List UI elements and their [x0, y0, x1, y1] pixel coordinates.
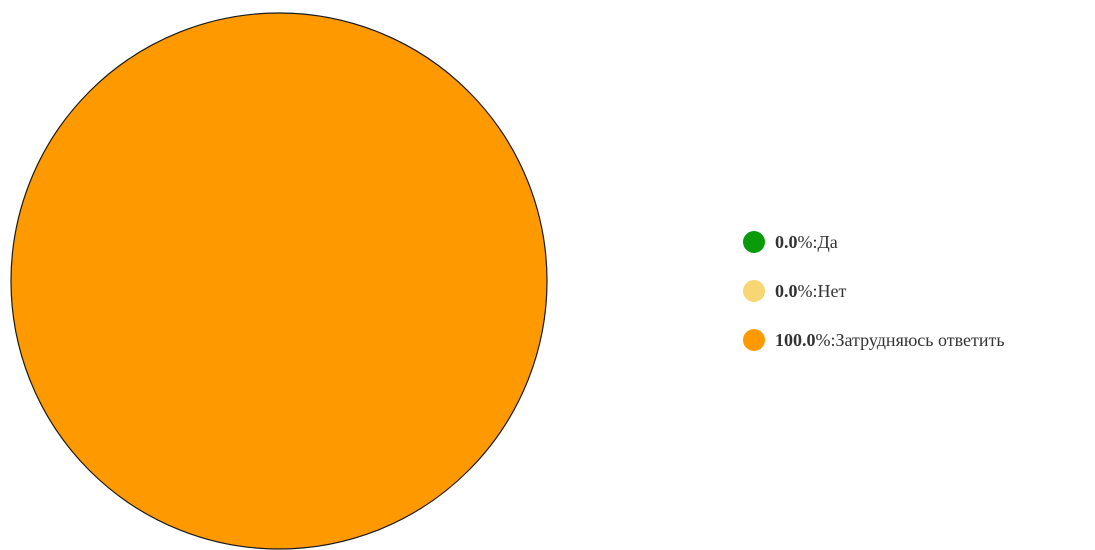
legend-separator-da: :: [812, 231, 818, 252]
legend-unit-da: %: [797, 231, 813, 252]
legend-label-zatrudnyayus: Затрудняюсь ответить: [835, 329, 1005, 350]
legend-separator-zatrudnyayus: :: [830, 329, 836, 350]
legend-separator-net: :: [812, 280, 818, 301]
legend-label-net: Нет: [817, 280, 847, 301]
legend-unit-net: %: [797, 280, 813, 301]
legend-value-da: 0.0: [775, 231, 798, 252]
legend-label-da: Да: [817, 231, 838, 252]
pie-slice-zatrudnyayus: [10, 12, 548, 550]
legend-value-zatrudnyayus: 100.0: [775, 329, 816, 350]
legend-value-net: 0.0: [775, 280, 798, 301]
legend-swatch-net: [743, 280, 765, 302]
legend-item-zatrudnyayus: 100.0%: Затрудняюсь ответить: [743, 328, 1093, 352]
legend-item-net: 0.0%: Нет: [743, 279, 1093, 303]
legend-swatch-zatrudnyayus: [743, 329, 765, 351]
legend: 0.0%: Да 0.0%: Нет 100.0%: Затрудняюсь о…: [743, 230, 1093, 377]
legend-item-da: 0.0%: Да: [743, 230, 1093, 254]
legend-swatch-da: [743, 231, 765, 253]
pie-slices: [10, 12, 548, 550]
legend-unit-zatrudnyayus: %: [815, 329, 831, 350]
pie-plot-area: [10, 12, 548, 550]
